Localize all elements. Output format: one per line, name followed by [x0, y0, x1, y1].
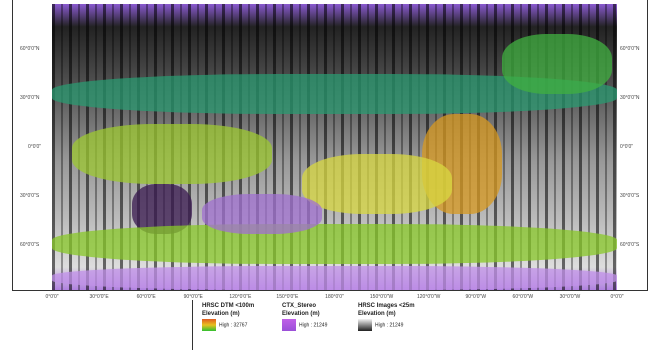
lon-label: 30°0'0"E	[89, 294, 108, 300]
legend-subtitle: Elevation (m)	[282, 311, 327, 317]
lon-label: 120°0'0"W	[417, 294, 440, 300]
lon-label: 90°0'0"W	[465, 294, 486, 300]
lat-label: 30°0'0"S	[620, 193, 639, 199]
page: 60°0'0"N 30°0'0"N 0°0'0" 30°0'0"S 60°0'0…	[0, 0, 658, 350]
lat-label: 60°0'0"N	[20, 46, 39, 52]
lon-label: 90°0'0"E	[184, 294, 203, 300]
lat-label: 0°0'0"	[28, 144, 41, 150]
frame-line	[647, 0, 648, 290]
legend-title: HRSC DTM <100m	[202, 303, 254, 309]
legend-title: HRSC Images <25m	[358, 303, 415, 309]
legend-item: CTX_Stereo Elevation (m) High : 21249	[282, 303, 327, 333]
lon-label: 60°0'0"W	[513, 294, 534, 300]
lat-label: 0°0'0"	[620, 144, 633, 150]
legend-high: High : 21249	[375, 323, 403, 329]
lat-label: 60°0'0"N	[620, 46, 639, 52]
coverage	[72, 124, 272, 184]
legend-high: High : 32767	[219, 323, 247, 329]
lon-label: 0°0'0"	[610, 294, 623, 300]
legend-subtitle: Elevation (m)	[202, 311, 254, 317]
mars-map	[52, 4, 617, 290]
lon-label: 150°0'0"E	[276, 294, 298, 300]
lon-label: 0°0'0"	[45, 294, 58, 300]
legend-subtitle: Elevation (m)	[358, 311, 415, 317]
lon-label: 60°0'0"E	[137, 294, 156, 300]
lon-label: 30°0'0"W	[560, 294, 581, 300]
legend-item: HRSC Images <25m Elevation (m) High : 21…	[358, 303, 415, 333]
legend-title: CTX_Stereo	[282, 303, 327, 309]
frame-line	[12, 290, 648, 291]
legend-item: HRSC DTM <100m Elevation (m) High : 3276…	[202, 303, 254, 333]
lon-label: 150°0'0"W	[370, 294, 393, 300]
lon-label: 120°0'0"E	[229, 294, 251, 300]
legend-swatch	[202, 319, 216, 331]
coverage	[302, 154, 452, 214]
lat-label: 60°0'0"S	[620, 242, 639, 248]
frame-line	[12, 0, 13, 290]
frame-line	[192, 300, 193, 350]
lat-label: 30°0'0"N	[20, 95, 39, 101]
lat-label: 60°0'0"S	[20, 242, 39, 248]
coverage	[52, 224, 617, 264]
legend-swatch	[358, 319, 372, 331]
coverage	[202, 194, 322, 234]
lat-label: 30°0'0"S	[20, 193, 39, 199]
coverage	[502, 34, 612, 94]
legend-high: High : 21249	[299, 323, 327, 329]
coverage	[52, 266, 617, 290]
lon-label: 180°0'0"	[325, 294, 344, 300]
legend-swatch	[282, 319, 296, 331]
lat-label: 30°0'0"N	[620, 95, 639, 101]
